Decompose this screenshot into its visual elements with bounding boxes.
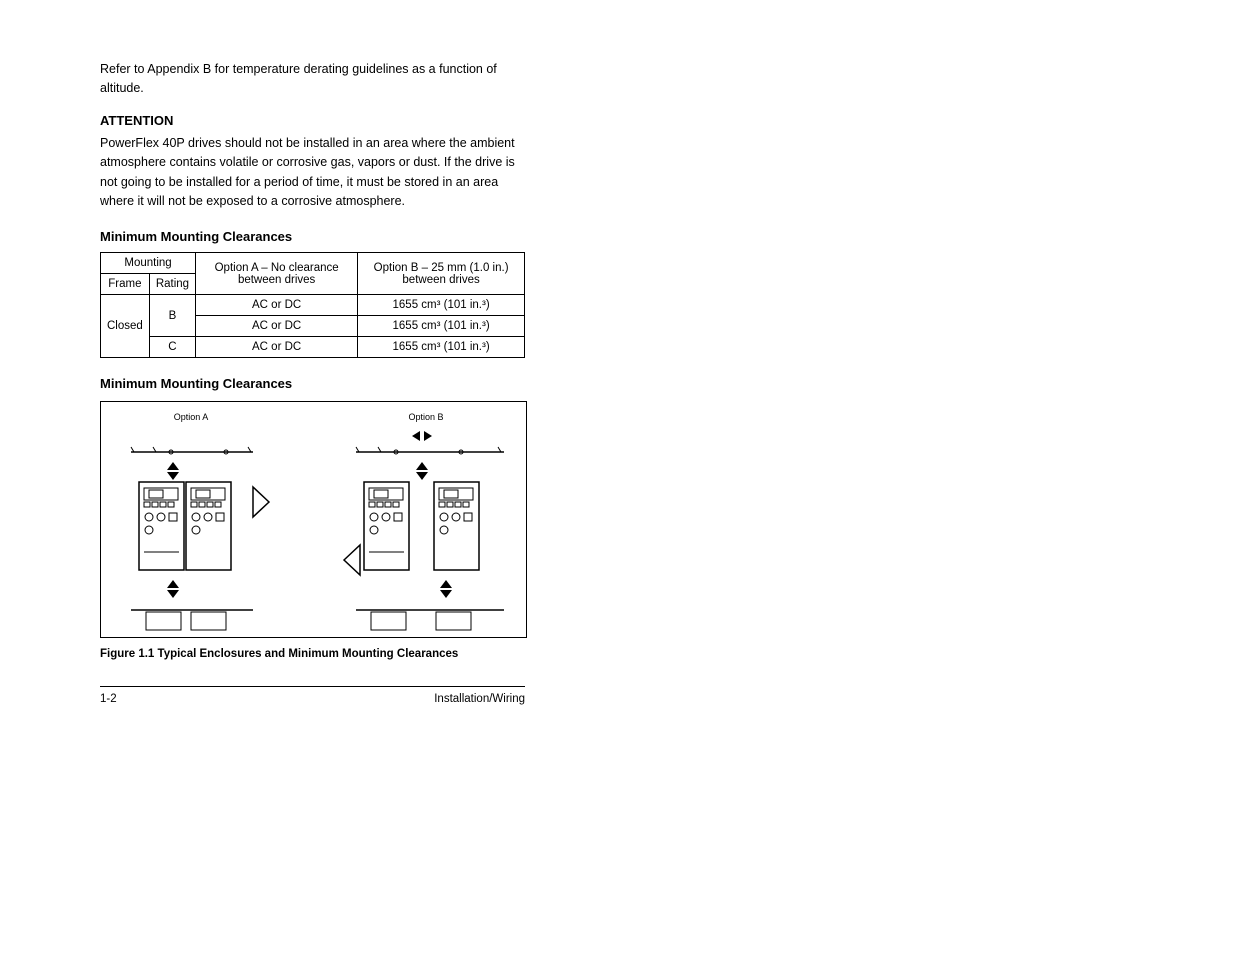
td-frame-b: B <box>149 295 195 337</box>
footer-section: Installation/Wiring <box>434 693 525 705</box>
td-acdc-b2: AC or DC <box>196 316 358 337</box>
td-acdc-b1: AC or DC <box>196 295 358 316</box>
th-frame: Frame <box>101 274 150 295</box>
altitude-note: Refer to Appendix B for temperature dera… <box>100 60 525 99</box>
min-clear-heading: Minimum Mounting Clearances <box>100 376 525 391</box>
th-option-a: Option A – No clearance between drives <box>196 253 358 295</box>
td-closed: Closed <box>101 295 150 358</box>
clearance-table: Mounting Option A – No clearance between… <box>100 252 525 358</box>
attention-body: PowerFlex 40P drives should not be insta… <box>100 134 525 212</box>
td-frame-c: C <box>149 337 195 358</box>
th-mounting: Mounting <box>101 253 196 274</box>
fig-label-b: Option B <box>408 412 443 422</box>
td-vol-b1: 1655 cm³ (101 in.³) <box>358 295 525 316</box>
figure-caption: Figure 1.1 Typical Enclosures and Minimu… <box>100 648 525 660</box>
attention-heading: ATTENTION <box>100 113 525 128</box>
td-vol-c: 1655 cm³ (101 in.³) <box>358 337 525 358</box>
footer-page-number: 1-2 <box>100 693 117 705</box>
td-vol-b2: 1655 cm³ (101 in.³) <box>358 316 525 337</box>
min-mounting-heading: Minimum Mounting Clearances <box>100 229 525 244</box>
th-rating: Rating <box>149 274 195 295</box>
clearance-figure: Option A <box>100 401 527 638</box>
th-option-b: Option B – 25 mm (1.0 in.) between drive… <box>358 253 525 295</box>
td-acdc-c: AC or DC <box>196 337 358 358</box>
fig-label-a: Option A <box>174 412 209 422</box>
footer-rule <box>100 686 525 687</box>
